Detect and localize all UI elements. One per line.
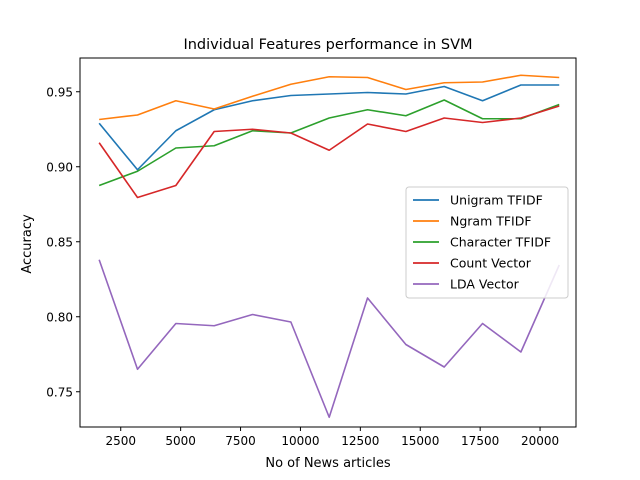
plot-area <box>98 74 560 419</box>
x-tick-label: 7500 <box>225 434 256 448</box>
y-tick-label: 0.95 <box>46 85 73 99</box>
axis-ticks: 2500 5000 7500 10000 12500 15000 17500 20000 0.7… <box>46 85 559 448</box>
y-tick-label: 0.75 <box>46 385 73 399</box>
x-tick-label: 10000 <box>281 434 319 448</box>
legend: Unigram TFIDF Ngram TFIDF Character TFIDF C… <box>405 186 569 299</box>
x-axis-label: No of News articles <box>265 456 391 471</box>
x-tick-label: 20000 <box>521 434 559 448</box>
legend-label: Ngram TFIDF <box>450 214 532 229</box>
series-line-2 <box>98 99 560 187</box>
legend-box <box>405 186 569 299</box>
legend-label: Character TFIDF <box>450 235 551 250</box>
x-tick-label: 5000 <box>165 434 196 448</box>
series-line-3 <box>98 105 560 199</box>
x-tick-label: 15000 <box>401 434 439 448</box>
y-tick-label: 0.85 <box>46 235 73 249</box>
y-tick-label: 0.90 <box>46 160 73 174</box>
axes-frame <box>79 57 577 428</box>
series-line-0 <box>98 84 560 171</box>
y-tick-label: 0.80 <box>46 310 73 324</box>
series-line-1 <box>99 74 560 121</box>
legend-label: LDA Vector <box>450 277 520 292</box>
chart-title: Individual Features performance in SVM <box>183 37 472 53</box>
series-line-4 <box>98 259 560 419</box>
x-tick-label: 12500 <box>341 434 379 448</box>
x-tick-label: 2500 <box>105 434 136 448</box>
y-axis-label: Accuracy <box>20 214 35 274</box>
legend-label: Unigram TFIDF <box>450 193 543 208</box>
legend-label: Count Vector <box>450 256 532 271</box>
x-tick-label: 17500 <box>461 434 499 448</box>
